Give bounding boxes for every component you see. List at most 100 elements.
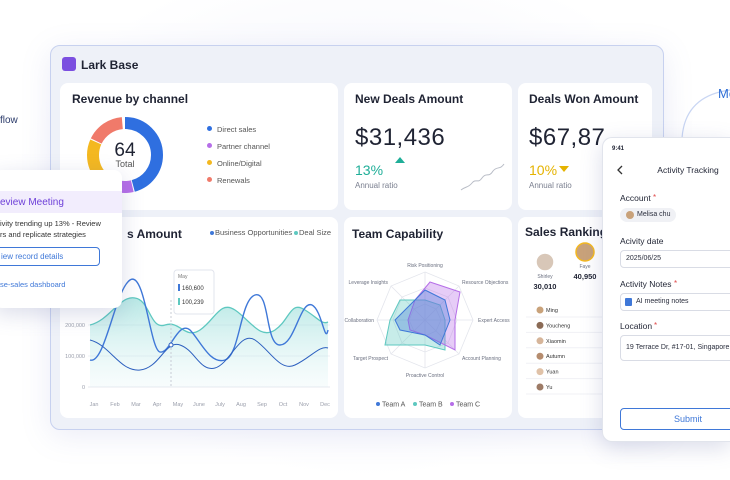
rank-name: Shirley (537, 274, 553, 280)
radar-label: Collaboration (345, 318, 375, 324)
legend-label: Online/Digital (217, 159, 262, 168)
rank-avatar (536, 368, 544, 376)
review-header (0, 191, 122, 213)
rank-score: 40,950 (574, 272, 597, 281)
note-icon (625, 298, 632, 306)
legend-dot (210, 231, 214, 235)
tooltip-value: 160,600 (182, 286, 204, 292)
radar-area (394, 289, 451, 346)
x-tick-label: Apr (153, 402, 162, 408)
up-arrow (395, 157, 405, 163)
rank-name: Youcheng (546, 323, 570, 329)
legend-dot (207, 126, 212, 131)
rank-avatar (536, 306, 544, 314)
ratio: 10% (529, 162, 558, 178)
review-title: eview Meeting (0, 197, 64, 208)
radar-grid (376, 271, 474, 369)
input[interactable] (620, 250, 730, 268)
required-mark: * (654, 321, 658, 330)
ratio-label: Annual ratio (355, 181, 398, 190)
chip[interactable] (620, 208, 676, 222)
donut-total: 64 (114, 140, 136, 161)
rank-name: Yuan (546, 370, 559, 376)
radar-label: Account Planning (462, 356, 501, 362)
tooltip-swatch (178, 284, 180, 291)
field-value: 19 Terrace Dr, #17-01, Singapore 198 (626, 344, 730, 351)
card (344, 83, 512, 210)
amount: $31,436 (355, 124, 446, 151)
legend-label: Business Opportunities (215, 228, 293, 237)
line (89, 297, 329, 334)
sparkline (460, 163, 505, 191)
ratio: 13% (355, 162, 384, 178)
legend-label: Deal Size (299, 228, 332, 237)
donut-segment (87, 117, 163, 193)
legend-dot (413, 402, 417, 406)
tooltip-title: May (178, 274, 188, 280)
legend-label: Team A (382, 402, 406, 409)
down-arrow (559, 166, 569, 172)
radar-spokes (377, 272, 473, 368)
x-tick-label: Oct (279, 402, 288, 408)
app-icon (62, 57, 76, 71)
input[interactable] (620, 293, 730, 311)
card-title: New Deals Amount (355, 92, 464, 106)
field-value: AI meeting notes (636, 298, 689, 305)
y-tick-label: 0 (82, 385, 85, 391)
legend-label: Direct sales (217, 125, 257, 134)
legend-dot (207, 177, 212, 182)
x-tick-label: Sep (257, 402, 267, 408)
radar-label: Leverage Insights (349, 280, 389, 286)
tooltip (173, 269, 215, 315)
decor-arc (681, 89, 730, 139)
radar-label: Resource Objections (462, 280, 509, 286)
side-text: flow (0, 115, 18, 126)
legend-label: Renewals (217, 176, 250, 185)
rank-avatar (536, 383, 544, 391)
hover-dot (168, 342, 174, 348)
legend-dot (294, 231, 298, 235)
field-label: Acivity date (620, 236, 664, 246)
card-title: Team Capability (352, 227, 444, 241)
card-title: Sales Ranking (525, 225, 608, 239)
donut (87, 117, 163, 193)
donut-segment (87, 117, 163, 193)
review-text: ivity trending up 13% - Review (0, 219, 101, 228)
required-mark: * (674, 279, 678, 288)
required-mark: * (653, 193, 657, 202)
legend-label: Partner channel (217, 142, 270, 151)
rank-name: Ming (546, 308, 558, 314)
radar-label: Proactive Control (406, 373, 444, 379)
side-text: Mo (718, 86, 730, 101)
rank-name: Autumn (546, 354, 565, 360)
chip-avatar (626, 211, 634, 219)
field-label: Location (620, 321, 653, 331)
submit-button[interactable]: Submit (620, 408, 730, 430)
rank-avatar (536, 321, 544, 329)
ratio-label: Annual ratio (529, 181, 572, 190)
review-link[interactable]: se-sales dashboard (0, 280, 66, 289)
review-button[interactable]: iew record details (0, 247, 100, 266)
back-button[interactable] (616, 165, 624, 175)
avatar (575, 242, 595, 262)
x-tick-label: Feb (110, 402, 119, 408)
status-time: 9:41 (612, 146, 625, 152)
rank-name: Faye (579, 264, 590, 270)
line (89, 278, 329, 362)
rank-avatar (536, 337, 544, 345)
radar-label: Expert Access (478, 318, 510, 324)
rank-name: Xiaomin (546, 339, 566, 345)
card-title: s Amount (127, 227, 182, 241)
field-label: Activity Notes (620, 279, 672, 289)
avatar (535, 252, 555, 272)
arc (681, 89, 730, 139)
tooltip-value: 100,239 (182, 300, 204, 306)
input[interactable] (620, 335, 730, 361)
rank-avatar (536, 352, 544, 360)
phone-title: Activity Tracking (657, 165, 719, 175)
legend-dot (376, 402, 380, 406)
legend-dot (450, 402, 454, 406)
x-tick-label: Mar (131, 402, 141, 408)
